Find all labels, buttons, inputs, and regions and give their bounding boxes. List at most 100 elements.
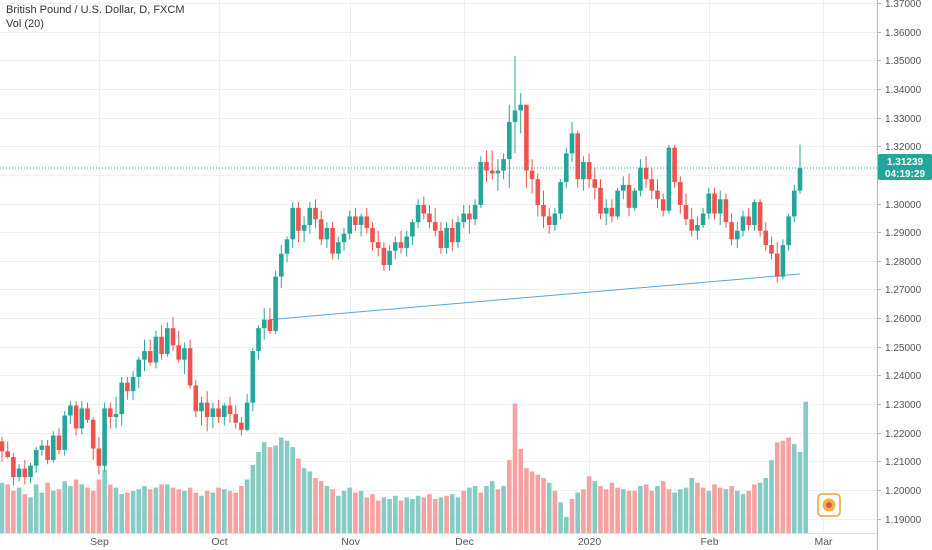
countdown-timer: 04:19:29 [885, 169, 925, 180]
trendline[interactable] [269, 273, 801, 321]
volume-bar [370, 494, 375, 533]
price-tick-label: 1.35000 [885, 56, 922, 67]
volume-bar [227, 490, 233, 533]
volume-bar [56, 489, 62, 533]
volume-bar [792, 443, 797, 533]
volume-bar [119, 494, 124, 533]
volume-bar [695, 482, 700, 533]
price-tick-label: 1.21000 [885, 457, 922, 468]
time-tick-label: Dec [455, 536, 474, 548]
volume-bar [267, 447, 273, 533]
candle-body [740, 216, 746, 231]
volume-bar [507, 460, 512, 533]
candle-body [96, 448, 102, 466]
price-tick-label: 1.30000 [885, 200, 922, 211]
volume-bar [45, 482, 50, 533]
candle-body [769, 245, 774, 254]
volume-bar [598, 486, 603, 533]
volume-bar [393, 495, 398, 533]
price-tick-label: 1.37000 [885, 0, 922, 10]
volume-bar [33, 484, 39, 533]
volume-bar [774, 442, 780, 533]
candle-body [535, 179, 541, 205]
volume-bar [421, 497, 427, 533]
volume-bar [501, 486, 506, 533]
price-series [0, 56, 803, 486]
candle-body [199, 402, 204, 412]
volume-bar [461, 490, 466, 533]
candle-body [210, 408, 216, 417]
candle-body [655, 190, 660, 200]
candle-body [22, 468, 28, 478]
candle-body [621, 184, 626, 191]
volume-indicator-label[interactable]: Vol (20) [6, 18, 44, 30]
candle-body [68, 405, 73, 416]
candle-body [666, 147, 672, 211]
candle-body [678, 182, 683, 205]
volume-bar [546, 482, 552, 533]
indicator-badge[interactable] [817, 493, 841, 517]
volume-bar [467, 487, 472, 533]
volume-bar [398, 500, 404, 533]
volume-bar [472, 486, 478, 533]
candle-body [569, 133, 575, 154]
candle-body [381, 247, 387, 266]
grid [0, 0, 877, 533]
volume-bar [182, 490, 187, 533]
candle-body [575, 133, 580, 180]
candle-body [204, 402, 210, 417]
candle-body [11, 457, 16, 478]
volume-bar [438, 497, 444, 533]
candle-body [353, 216, 358, 226]
candle-body [341, 233, 347, 243]
volume-bar [22, 494, 28, 533]
candle-body [301, 225, 307, 231]
badge-icon-inner [826, 502, 832, 508]
volume-bar [216, 487, 221, 533]
candle-body [370, 227, 375, 243]
volume-bar [678, 489, 683, 533]
volume-bar [404, 497, 409, 533]
volume-bar [256, 452, 261, 533]
volume-bar [96, 479, 102, 533]
volume-bar [301, 468, 307, 533]
candle-body [165, 328, 170, 354]
candle-body [193, 385, 199, 412]
candle-body [250, 351, 256, 403]
volume-bar [330, 489, 335, 533]
candle-body [39, 445, 45, 450]
symbol-title[interactable]: British Pound / U.S. Dollar, D, FXCM [6, 4, 185, 16]
candle-body [415, 204, 421, 223]
volume-bar [621, 489, 626, 533]
volume-bar [102, 469, 107, 533]
volume-bar [187, 487, 193, 533]
volume-bar [142, 486, 147, 533]
candle-body [586, 162, 592, 180]
volume-bar [0, 482, 5, 533]
volume-bar [609, 482, 615, 533]
candle-body [564, 153, 569, 183]
price-tick-label: 1.19000 [885, 515, 922, 526]
candle-body [136, 359, 142, 377]
volume-bar [296, 458, 301, 533]
time-axis[interactable]: Sep Oct Nov Dec 2020 Feb Mar [90, 536, 833, 548]
volume-bar [615, 487, 620, 533]
candle-body [216, 408, 221, 417]
volume-bar [261, 442, 267, 533]
candle-body [125, 382, 130, 392]
volume-bar [484, 486, 489, 533]
candle-body [267, 319, 273, 332]
volume-bar [524, 468, 529, 533]
candle-body [239, 422, 244, 430]
volume-bar [478, 492, 484, 533]
candle-body [455, 222, 461, 243]
volume-bar [535, 474, 541, 533]
volume-bar [210, 492, 216, 533]
candle-body [484, 162, 489, 171]
candle-body [461, 213, 466, 223]
time-tick-label: Mar [814, 536, 833, 548]
candle-body [290, 207, 295, 240]
price-axis[interactable]: 1.19000 1.20000 1.21000 1.22000 1.23000 1.240… [877, 0, 922, 526]
volume-bar [307, 471, 313, 533]
